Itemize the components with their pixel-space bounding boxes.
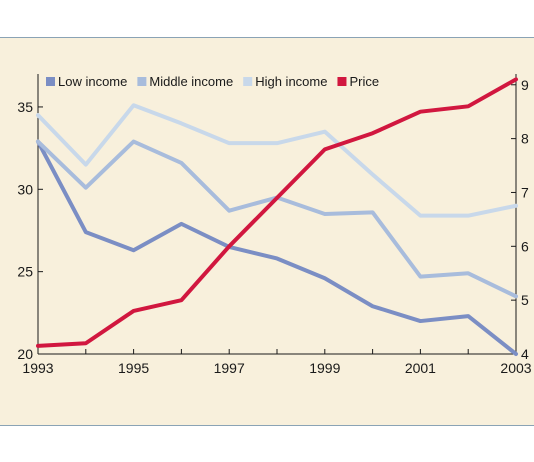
x-axis-tick-label: 2001 — [405, 360, 436, 376]
legend-label-low-income: Low income — [58, 74, 127, 89]
right-axis-tick-label: 4 — [521, 346, 529, 362]
x-axis-tick-label: 2003 — [500, 360, 531, 376]
right-axis-tick-label: 5 — [521, 292, 529, 308]
right-axis-tick-label: 8 — [521, 131, 529, 147]
chart-axes: 20 25 30 35 4 5 6 7 8 9 1993 1995 1997 1999 2001 2003 — [17, 74, 532, 376]
right-axis-tick-label: 9 — [521, 77, 529, 93]
series-line-low-income — [36, 139, 518, 356]
left-axis-tick-label: 35 — [17, 99, 33, 115]
right-axis-tick-label: 7 — [521, 184, 529, 200]
chart-legend: Low income Middle income High income Price — [46, 74, 379, 89]
legend-swatch-middle-income — [137, 77, 147, 86]
x-axis-tick-label: 1993 — [22, 360, 53, 376]
left-axis-tick-label: 30 — [17, 181, 33, 197]
series-line-middle-income — [36, 139, 518, 299]
legend-label-price: Price — [349, 74, 379, 89]
legend-swatch-price — [337, 77, 347, 86]
x-axis-tick-label: 1995 — [118, 360, 149, 376]
left-axis-tick-label: 25 — [17, 264, 33, 280]
legend-swatch-low-income — [46, 77, 55, 86]
legend-label-middle-income: Middle income — [149, 74, 233, 89]
x-axis-tick-label: 1999 — [309, 360, 340, 376]
series-line-high-income — [36, 103, 518, 218]
right-axis-tick-label: 6 — [521, 238, 529, 254]
legend-label-high-income: High income — [255, 74, 327, 89]
chart-series — [36, 77, 518, 356]
legend-swatch-high-income — [243, 77, 253, 86]
left-axis-tick-label: 20 — [17, 346, 33, 362]
x-axis-tick-label: 1997 — [214, 360, 245, 376]
series-line-price — [36, 77, 518, 348]
